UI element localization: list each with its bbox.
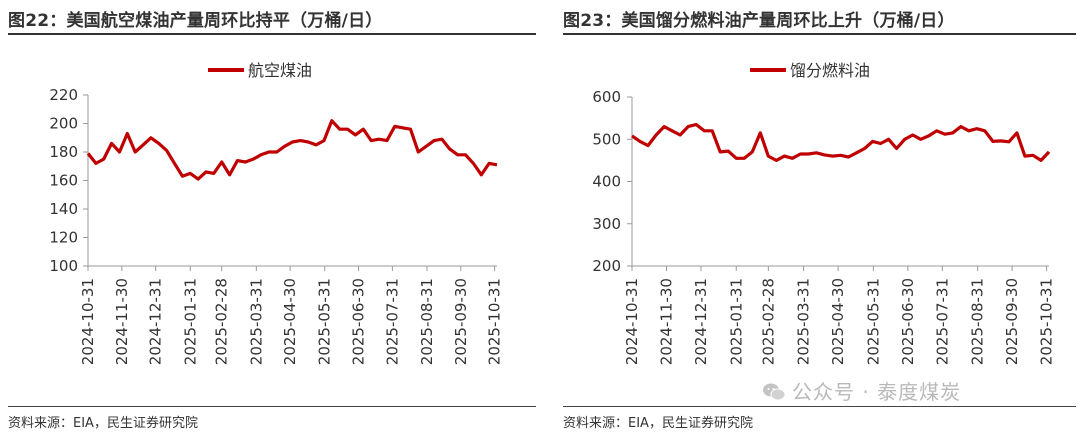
x-tick-label: 2025-06-30: [350, 278, 368, 365]
x-tick-label: 2025-10-31: [486, 278, 504, 365]
x-tick-label: 2025-08-31: [418, 278, 436, 365]
x-tick-label: 2025-03-31: [795, 278, 813, 365]
y-tick-label: 100: [49, 257, 78, 275]
source-note: 资料来源：EIA，民生证券研究院: [563, 416, 753, 431]
y-tick-label: 180: [49, 143, 78, 161]
y-tick-label: 200: [592, 257, 621, 275]
jet-fuel-chart: 100 120 140 160 180 200 220 2024-10-31 2024-11-3…: [49, 61, 504, 365]
y-tick-label: 220: [49, 86, 78, 104]
series-line: [631, 122, 1051, 162]
wechat-icon: [763, 383, 786, 401]
source-divider: [8, 406, 536, 407]
x-tick-label: 2025-08-31: [969, 278, 987, 365]
y-tick-label: 300: [592, 215, 621, 233]
y-tick-label: 400: [592, 173, 621, 191]
x-tick-label: 2025-05-31: [316, 278, 334, 365]
chart-panel-distillate-fuel: 图23：美国馏分燃料油产量周环比上升（万桶/日） 200 300 400 500 600…: [555, 0, 1080, 434]
x-tick-label: 2025-09-30: [1003, 278, 1021, 365]
x-tick-label: 2025-05-31: [864, 278, 882, 365]
x-tick-label: 2024-12-31: [692, 278, 710, 365]
x-tick-label: 2025-09-30: [452, 278, 470, 365]
watermark: 公众号 · 泰度煤炭: [762, 376, 961, 405]
y-tick-label: 200: [49, 115, 78, 133]
y-tick-label: 600: [592, 88, 621, 106]
distillate-fuel-chart: 200 300 400 500 600 2024-10-31 2024-11-30 2024-…: [592, 61, 1056, 365]
x-tick-label: 2025-01-31: [727, 278, 745, 365]
x-tick-label: 2025-07-31: [933, 278, 951, 365]
x-tick-label: 2025-02-28: [759, 278, 777, 365]
legend-label: 航空煤油: [248, 61, 312, 80]
x-tick-label: 2025-06-30: [899, 278, 917, 365]
y-tick-label: 500: [592, 130, 621, 148]
x-tick-label: 2025-01-31: [181, 278, 199, 365]
x-tick-label: 2024-11-30: [657, 278, 675, 365]
y-tick-label: 120: [49, 229, 78, 247]
x-tick-label: 2025-03-31: [247, 278, 265, 365]
figure-title: 图23：美国馏分燃料油产量周环比上升（万桶/日）: [563, 11, 955, 31]
source-note: 资料来源：EIA，民生证券研究院: [8, 416, 198, 431]
y-tick-label: 140: [49, 200, 78, 218]
figure-title: 图22：美国航空煤油产量周环比持平（万桶/日）: [8, 11, 383, 31]
source-divider: [563, 406, 1076, 407]
x-tick-label: 2025-07-31: [383, 278, 401, 365]
series-line: [86, 119, 498, 181]
title-divider: [8, 33, 536, 35]
y-tick-label: 160: [49, 172, 78, 190]
x-tick-label: 2024-11-30: [113, 278, 131, 365]
watermark-text: 公众号 · 泰度煤炭: [792, 380, 962, 404]
x-tick-label: 2025-04-30: [281, 278, 299, 365]
title-divider: [563, 33, 1076, 35]
x-tick-label: 2025-02-28: [213, 278, 231, 365]
x-tick-label: 2024-10-31: [623, 278, 641, 365]
x-tick-label: 2025-10-31: [1038, 278, 1056, 365]
x-tick-label: 2024-10-31: [79, 278, 97, 365]
x-tick-label: 2025-04-30: [829, 278, 847, 365]
chart-panel-jet-fuel: 图22：美国航空煤油产量周环比持平（万桶/日） 100 120 140 160 180 2…: [8, 11, 536, 431]
legend-label: 馏分燃料油: [790, 61, 870, 80]
x-tick-label: 2024-12-31: [147, 278, 165, 365]
